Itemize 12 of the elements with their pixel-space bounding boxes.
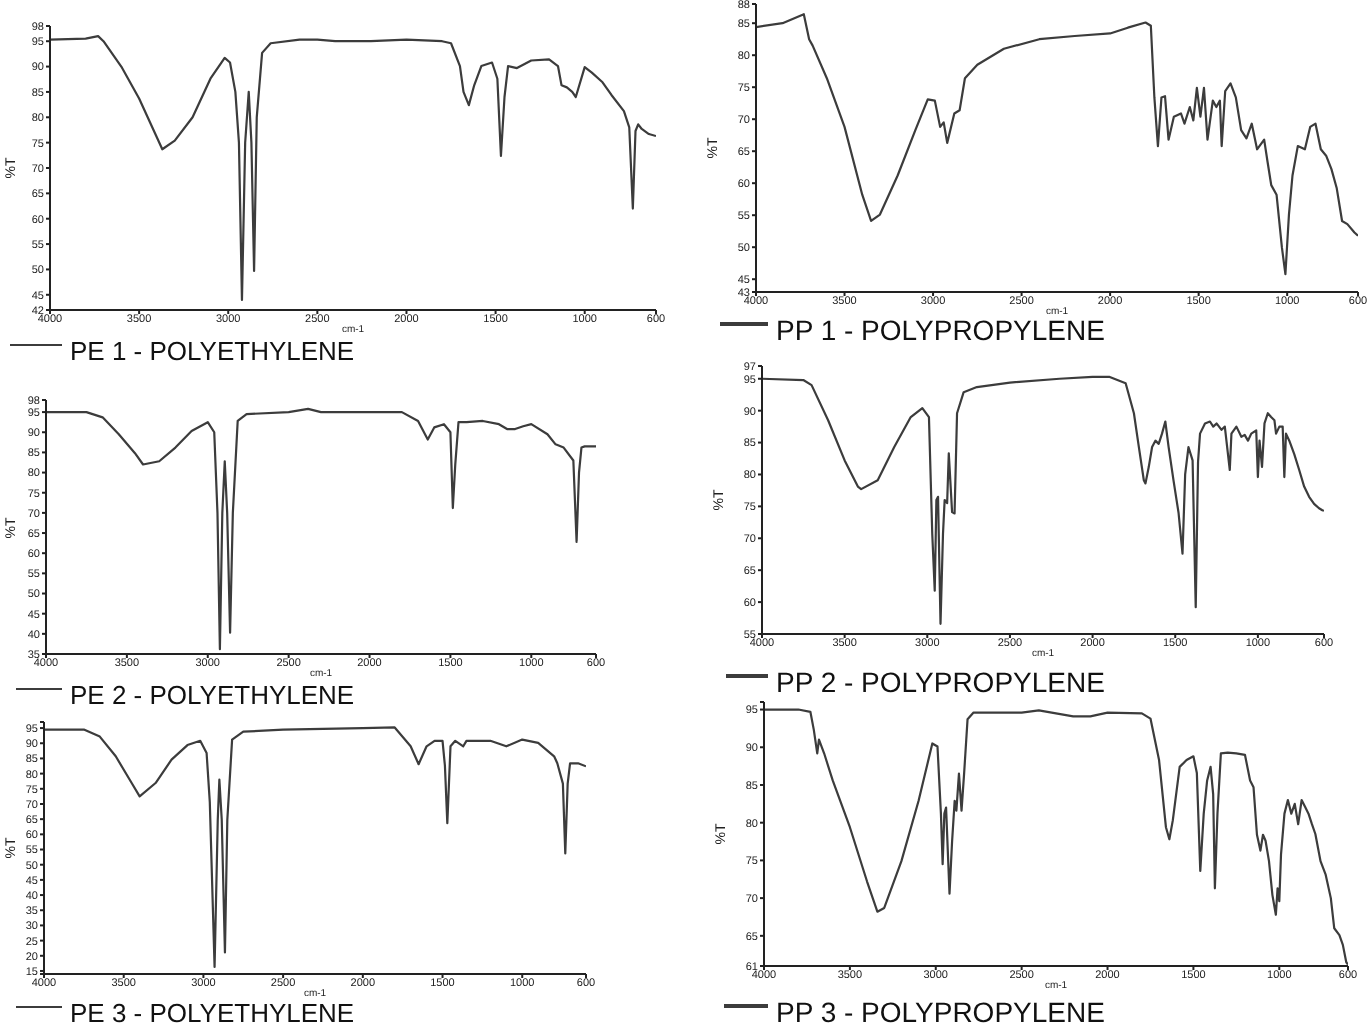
legend-label: PE 3 - POLYETHYLENE xyxy=(70,997,355,1024)
legend-label: PP 3 - POLYPROPYLENE xyxy=(776,996,1105,1024)
legend-label: PP 1 - POLYPROPYLENE xyxy=(776,314,1105,346)
line-series xyxy=(756,13,1358,276)
line-series xyxy=(44,726,586,969)
line-series xyxy=(764,708,1348,966)
legend-label: PE 2 - POLYETHYLENE xyxy=(70,679,355,709)
line-series xyxy=(762,375,1324,625)
legend-label: PP 2 - POLYPROPYLENE xyxy=(776,666,1105,698)
line-series xyxy=(50,35,656,301)
line-series xyxy=(46,407,596,651)
legend-label: PE 1 - POLYETHYLENE xyxy=(70,335,355,365)
